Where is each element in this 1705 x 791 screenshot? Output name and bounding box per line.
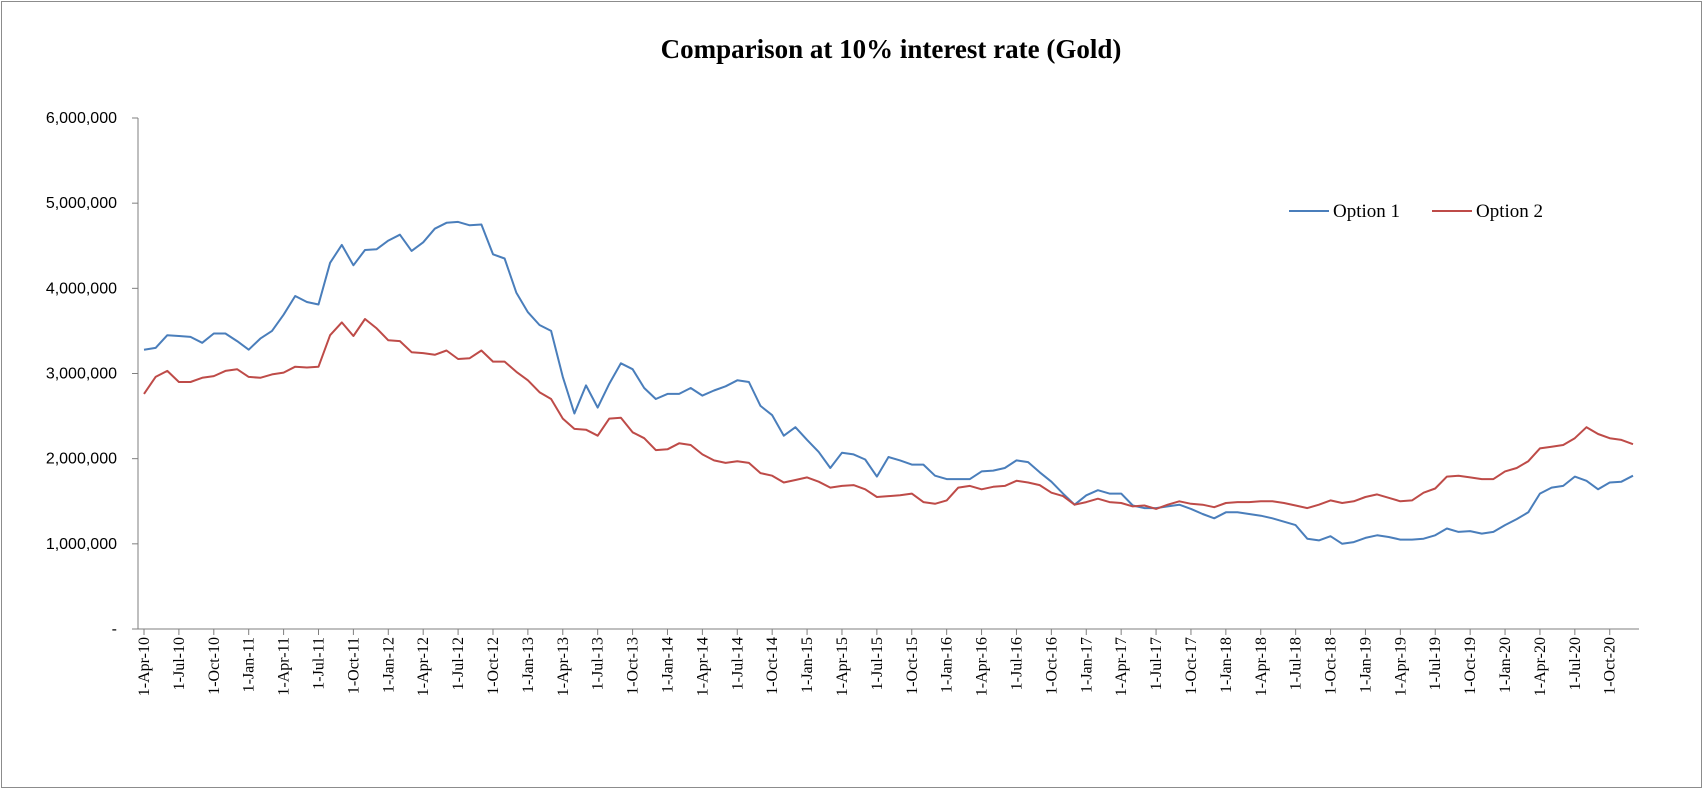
y-tick-label: 2,000,000	[46, 451, 117, 468]
x-tick-label: 1-Oct-17	[1183, 637, 1200, 695]
x-tick-label: 1-Oct-14	[764, 637, 781, 695]
x-tick-label: 1-Apr-16	[974, 637, 991, 696]
x-tick-label: 1-Jan-19	[1357, 637, 1374, 693]
legend: Option 1 Option 2	[1289, 201, 1543, 222]
x-tick-label: 1-Jul-18	[1288, 637, 1305, 690]
x-tick-label: 1-Apr-20	[1532, 637, 1549, 696]
x-tick-label: 1-Jan-15	[799, 637, 816, 693]
x-tick-label: 1-Jul-14	[729, 637, 746, 690]
x-tick-label: 1-Jan-14	[659, 637, 676, 693]
series-line-option-2	[143, 318, 1634, 510]
x-tick-label: 1-Jan-20	[1497, 637, 1514, 693]
x-tick-label: 1-Apr-11	[276, 637, 293, 696]
y-tick-label: 1,000,000	[46, 536, 117, 553]
series-layer	[143, 220, 1634, 545]
x-tick-label: 1-Oct-15	[904, 637, 921, 695]
x-tick-label: 1-Oct-12	[485, 637, 502, 695]
series-line-option-1	[143, 220, 1634, 545]
x-tick-label: 1-Apr-15	[834, 637, 851, 696]
x-tick-label: 1-Jul-17	[1148, 637, 1165, 690]
y-tick-label: 6,000,000	[46, 110, 117, 127]
x-tick-label: 1-Apr-10	[136, 637, 153, 696]
y-tick-label: 4,000,000	[46, 280, 117, 297]
x-tick-label: 1-Oct-19	[1462, 637, 1479, 695]
x-tick-label: 1-Oct-13	[625, 637, 642, 695]
x-tick-label: 1-Apr-13	[555, 637, 572, 696]
x-tick-label: 1-Apr-12	[415, 637, 432, 696]
x-tick-label: 1-Apr-14	[694, 637, 711, 696]
x-tick-label: 1-Jul-20	[1567, 637, 1584, 690]
y-axis: - 1,000,000 2,000,000 3,000,000 4,000,000 5,0…	[46, 110, 139, 638]
x-tick-label: 1-Jul-10	[171, 637, 188, 690]
x-tick-label: 1-Oct-18	[1323, 637, 1340, 695]
x-tick-label: 1-Jul-19	[1427, 637, 1444, 690]
x-tick-label: 1-Jan-18	[1218, 637, 1235, 693]
x-tick-label: 1-Jul-11	[310, 637, 327, 690]
x-tick-label: 1-Apr-18	[1253, 637, 1270, 696]
x-tick-label: 1-Oct-11	[345, 637, 362, 694]
x-tick-label: 1-Jul-13	[590, 637, 607, 690]
x-tick-label: 1-Apr-17	[1113, 637, 1130, 696]
x-tick-label: 1-Jan-17	[1078, 637, 1095, 693]
x-tick-label: 1-Jan-11	[241, 637, 258, 692]
x-tick-label: 1-Oct-16	[1043, 637, 1060, 695]
x-tick-label: 1-Jan-13	[520, 637, 537, 693]
x-axis: 1-Apr-10 1-Jul-10 1-Oct-10 1-Jan-11 1-Apr-11…	[136, 628, 1639, 696]
legend-label-option-2: Option 2	[1476, 201, 1543, 222]
x-tick-label: 1-Apr-19	[1392, 637, 1409, 696]
chart-title: Comparison at 10% interest rate (Gold)	[661, 34, 1122, 64]
x-tick-label: 1-Jan-12	[380, 637, 397, 693]
x-tick-label: 1-Jul-12	[450, 637, 467, 690]
x-tick-label: 1-Jul-15	[869, 637, 886, 690]
y-tick-label: 3,000,000	[46, 366, 117, 383]
x-tick-label: 1-Oct-10	[206, 637, 223, 695]
x-tick-label: 1-Jul-16	[1008, 637, 1025, 690]
y-tick-label: -	[112, 621, 117, 638]
x-tick-label: 1-Oct-20	[1602, 637, 1619, 695]
y-tick-label: 5,000,000	[46, 195, 117, 212]
legend-label-option-1: Option 1	[1333, 201, 1400, 222]
x-tick-label: 1-Jan-16	[939, 637, 956, 693]
